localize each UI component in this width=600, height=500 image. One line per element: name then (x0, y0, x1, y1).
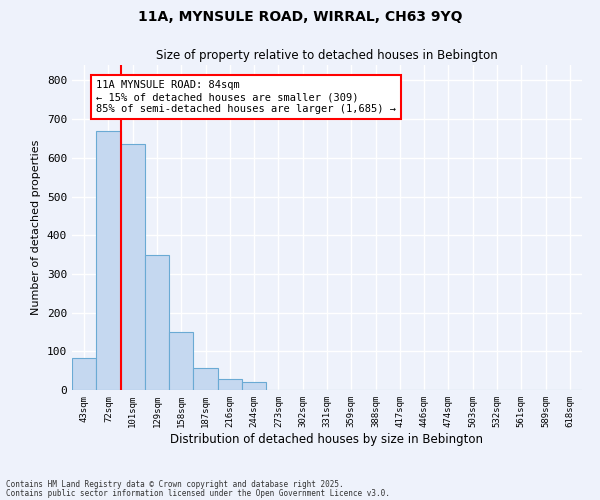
Bar (96, 131, 121, 390)
Title: Size of property relative to detached houses in Bebington: Size of property relative to detached ho… (156, 50, 498, 62)
Bar (121, 144, 145, 390)
Text: Contains HM Land Registry data © Crown copyright and database right 2025.: Contains HM Land Registry data © Crown c… (6, 480, 344, 489)
Y-axis label: Number of detached properties: Number of detached properties (31, 140, 41, 315)
Bar (193, 368, 218, 390)
Bar (72, 358, 96, 390)
X-axis label: Distribution of detached houses by size in Bebington: Distribution of detached houses by size … (170, 432, 484, 446)
Text: Contains public sector information licensed under the Open Government Licence v3: Contains public sector information licen… (6, 488, 390, 498)
Text: 11A MYNSULE ROAD: 84sqm
← 15% of detached houses are smaller (309)
85% of semi-d: 11A MYNSULE ROAD: 84sqm ← 15% of detache… (96, 80, 396, 114)
Bar (218, 379, 242, 390)
Bar (145, 254, 169, 390)
Text: 11A, MYNSULE ROAD, WIRRAL, CH63 9YQ: 11A, MYNSULE ROAD, WIRRAL, CH63 9YQ (138, 10, 462, 24)
Bar (242, 382, 266, 390)
Bar (169, 332, 193, 390)
